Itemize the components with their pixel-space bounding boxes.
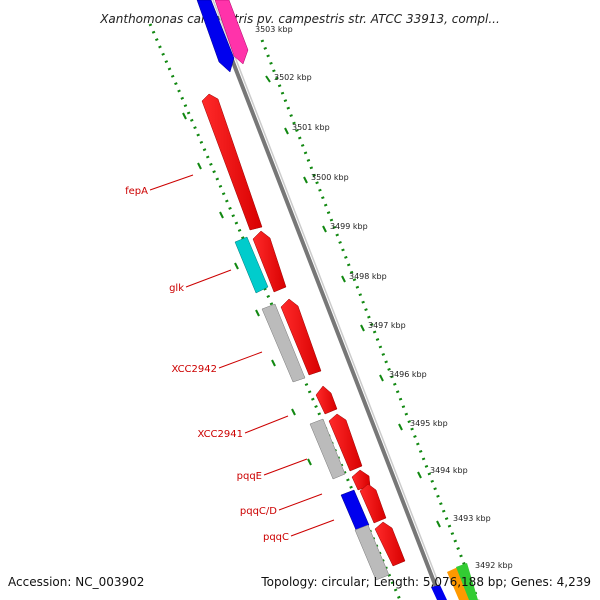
gene-feature-red-small[interactable] [315,385,338,415]
kbp-label: 3495 kbp [410,419,448,428]
accession-text: Accession: NC_003902 [8,575,144,589]
summary-text: Topology: circular; Length: 5,076,188 bp… [260,575,591,589]
gene-feature-green[interactable] [456,563,478,600]
dashes-left [182,112,312,466]
gene-feature-red[interactable] [328,413,363,472]
gene-feature-red[interactable] [280,298,322,376]
kbp-label: 3502 kbp [274,73,312,82]
backbone [207,0,446,600]
title: Xanthomonas campestris pv. campestris st… [99,12,500,26]
gene-feature-red-glk[interactable] [252,230,287,293]
gene-feature-blue[interactable] [196,0,235,73]
gene-label-pqqcd[interactable]: pqqC/D [240,506,277,517]
kbp-label: 3497 kbp [368,321,406,330]
kbp-label: 3494 kbp [430,466,468,475]
gene-feature-grey[interactable] [309,418,346,480]
gene-label-glk[interactable]: glk [169,283,184,294]
gene-feature-red[interactable] [374,521,406,567]
gene-feature-red-small[interactable] [351,469,371,491]
gene-feature-cyan-glk[interactable] [234,236,269,294]
scale-labels: 3503 kbp 3502 kbp 3501 kbp 3500 kbp 3499… [255,25,513,570]
gene-feature-red-fepa[interactable] [201,93,263,231]
gene-labels: fepA glk XCC2942 XCC2941 pqqE pqqC/D pqq… [125,186,289,543]
gene-label-fepa[interactable]: fepA [125,186,148,197]
gene-label-leaders [149,174,335,537]
kbp-label: 3496 kbp [389,370,427,379]
gene-feature-orange[interactable] [447,567,470,600]
kbp-label: 3503 kbp [255,25,293,34]
kbp-label: 3492 kbp [475,561,513,570]
kbp-label: 3493 kbp [453,514,491,523]
kbp-label: 3500 kbp [311,173,349,182]
kbp-label: 3498 kbp [349,272,387,281]
gene-feature-blue[interactable] [431,585,447,600]
kbp-label: 3499 kbp [330,222,368,231]
gene-feature-grey[interactable] [261,303,306,383]
gene-features [196,0,478,600]
gene-label-pqqe[interactable]: pqqE [237,471,262,482]
footer: Accession: NC_003902 Topology: circular;… [8,575,591,589]
title-text: Xanthomonas campestris pv. campestris st… [99,12,500,26]
gene-label-xcc2941[interactable]: XCC2941 [197,429,243,440]
gene-feature-red[interactable] [359,483,387,524]
gene-label-xcc2942[interactable]: XCC2942 [171,364,217,375]
gene-label-pqqc[interactable]: pqqC [263,532,289,543]
gene-feature-pink[interactable] [214,0,249,65]
gene-feature-blue[interactable] [340,489,370,531]
gene-feature-grey[interactable] [354,524,390,581]
kbp-label: 3501 kbp [292,123,330,132]
